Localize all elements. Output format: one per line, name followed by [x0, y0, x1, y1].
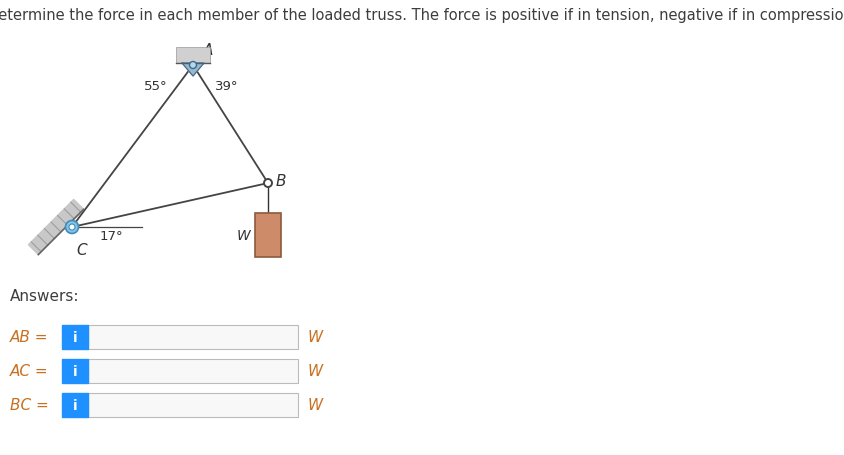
Text: 39°: 39° [215, 80, 239, 93]
Circle shape [69, 224, 75, 231]
Text: 55°: 55° [144, 80, 168, 93]
Bar [255, 213, 281, 258]
Polygon shape [29, 200, 84, 255]
Text: C: C [76, 243, 87, 258]
Text: A: A [203, 43, 214, 58]
Bar [88, 325, 298, 349]
Text: BC =: BC = [10, 398, 49, 413]
Text: AC =: AC = [10, 364, 49, 379]
Text: W: W [308, 330, 323, 345]
Bar [62, 359, 88, 383]
Text: AB =: AB = [10, 330, 48, 345]
Text: Answers:: Answers: [10, 288, 79, 303]
Text: B: B [276, 174, 286, 189]
Bar [88, 393, 298, 417]
Bar [88, 359, 298, 383]
Polygon shape [182, 64, 204, 77]
Bar [176, 48, 210, 64]
Bar [62, 393, 88, 417]
Text: W: W [236, 228, 250, 243]
Text: i: i [73, 330, 78, 344]
Circle shape [66, 221, 78, 234]
Circle shape [190, 62, 197, 69]
Bar [62, 325, 88, 349]
Text: W: W [308, 398, 323, 413]
Text: i: i [73, 364, 78, 378]
Text: W: W [308, 364, 323, 379]
Text: Determine the force in each member of the loaded truss. The force is positive if: Determine the force in each member of th… [0, 8, 844, 23]
Circle shape [264, 180, 272, 187]
Text: i: i [73, 398, 78, 412]
Text: 17°: 17° [100, 229, 123, 243]
